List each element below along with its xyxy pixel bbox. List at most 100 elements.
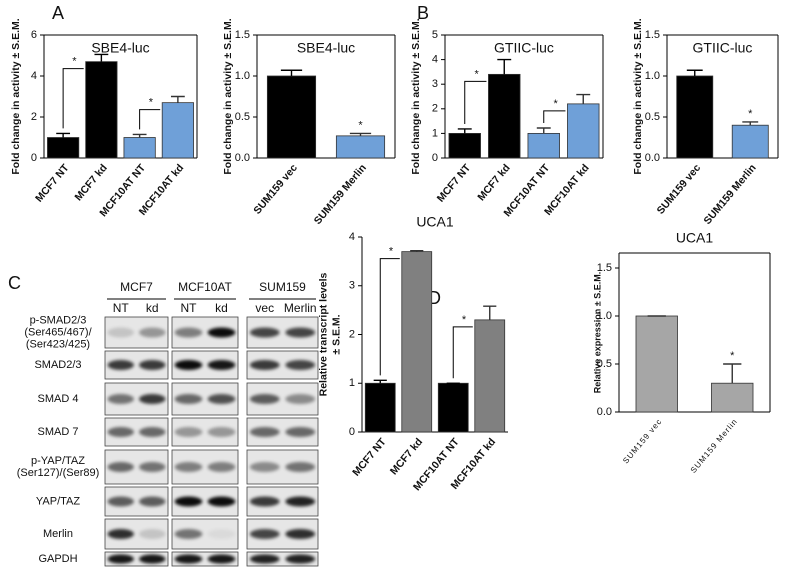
x-tick-label: SUM159 Merlin: [312, 162, 369, 227]
error-bar: [94, 53, 109, 62]
y-tick-label: 2: [432, 103, 438, 115]
blot-row-label: (Ser465/467)/: [24, 326, 92, 338]
y-tick-label: 0.5: [235, 111, 250, 123]
blot-band: [107, 427, 134, 437]
chart-title: GTIIC-luc: [494, 40, 554, 56]
error-bar: [742, 121, 759, 126]
sig-star: *: [389, 246, 394, 258]
blot-row-label: YAP/TAZ: [36, 495, 80, 507]
blot-band: [249, 360, 280, 370]
error-bar: [536, 127, 551, 134]
sig-bracket: [452, 326, 473, 379]
bar: [401, 251, 433, 433]
blot-band: [285, 554, 316, 564]
sig-star: *: [474, 68, 479, 80]
blot-band: [285, 360, 316, 370]
y-tick-label: 1.5: [235, 29, 250, 41]
blot-row-label: SMAD 4: [38, 393, 79, 405]
bar: [448, 132, 481, 159]
panel-label: B: [417, 3, 429, 23]
y-axis-label: ± S.E.M.: [330, 314, 342, 354]
bar: [437, 382, 469, 433]
sig-star: *: [358, 119, 363, 131]
x-tick-label: MCF7 NT: [33, 162, 72, 205]
blot-band: [139, 554, 166, 564]
blot-band: [174, 394, 203, 404]
blot-row-label: Merlin: [43, 528, 73, 540]
panel-label: A: [52, 3, 64, 23]
x-tick-label: SUM159 vec: [251, 162, 300, 217]
bar: [527, 132, 560, 159]
blot-strip: [171, 350, 239, 380]
blot-band: [139, 394, 166, 404]
blot-band: [207, 529, 236, 539]
bar: [161, 102, 194, 159]
y-tick-label: 0.5: [645, 111, 660, 123]
error-bar: [349, 132, 372, 136]
blot-band: [107, 554, 134, 564]
blot-row-label: p-YAP/TAZ: [31, 455, 85, 467]
y-tick-label: 4: [31, 70, 37, 82]
bar: [123, 137, 156, 159]
y-axis-label: Fold change in activity ± S.E.M.: [632, 18, 644, 174]
blot-band: [285, 496, 316, 507]
y-tick-label: 3: [432, 78, 438, 90]
error-bar: [170, 95, 185, 103]
blot-band: [107, 394, 134, 404]
y-tick-label: 0.0: [235, 152, 250, 164]
sig-star: *: [462, 314, 467, 326]
blot-band: [139, 496, 166, 507]
blot-band: [249, 554, 280, 564]
y-tick-label: 5: [432, 29, 438, 41]
blot-band: [174, 427, 203, 437]
bar: [364, 382, 396, 433]
x-tick-label: MCF7 NT: [435, 162, 474, 205]
y-tick-label: 1.5: [597, 262, 612, 274]
blot-band: [174, 554, 203, 564]
chart-title: SBE4-luc: [297, 40, 355, 56]
blot-band: [249, 327, 280, 338]
bar: [335, 135, 386, 159]
blot-band: [107, 529, 134, 539]
x-tick-label: MCF7 kd: [72, 162, 109, 203]
error-bar: [686, 69, 703, 76]
blot-band: [207, 496, 236, 507]
y-tick-label: 0.0: [645, 152, 660, 164]
error-bar: [132, 133, 147, 138]
bar: [711, 382, 754, 413]
lane-label: kd: [146, 301, 159, 315]
sig-star: *: [748, 108, 753, 120]
blot-band: [107, 360, 134, 370]
error-bar: [483, 305, 497, 320]
blot-band: [207, 554, 236, 564]
blot-band: [285, 327, 316, 338]
blot-row-label: SMAD2/3: [34, 359, 81, 371]
blot-band: [139, 529, 166, 539]
blot-band: [174, 496, 203, 507]
y-tick-label: 1.0: [597, 310, 612, 322]
y-tick-label: 4: [432, 54, 438, 66]
blot-band: [174, 360, 203, 370]
blot-band: [139, 360, 166, 370]
blot-band: [139, 427, 166, 437]
blot-band: [174, 327, 203, 338]
x-tick-label: MCF7 kd: [475, 162, 512, 203]
y-tick-label: 2: [349, 328, 355, 340]
sig-star: *: [72, 56, 77, 68]
blot-band: [249, 394, 280, 404]
chart-title: SBE4-luc: [91, 40, 149, 56]
blot-band: [107, 462, 134, 472]
y-axis-label: Fold change in activity ± S.E.M.: [410, 18, 422, 174]
bar: [567, 103, 600, 159]
y-tick-label: 3: [349, 280, 355, 292]
x-tick-label: SUM159 vec: [655, 162, 704, 217]
bar: [635, 315, 678, 413]
bar: [266, 75, 317, 159]
blot-band: [207, 327, 236, 338]
x-tick-label: MCF7 NT: [350, 436, 389, 479]
blot-band: [249, 462, 280, 472]
x-tick-label: MCF7 kd: [388, 436, 425, 477]
blot-band: [285, 529, 316, 539]
y-tick-label: 1.0: [645, 70, 660, 82]
